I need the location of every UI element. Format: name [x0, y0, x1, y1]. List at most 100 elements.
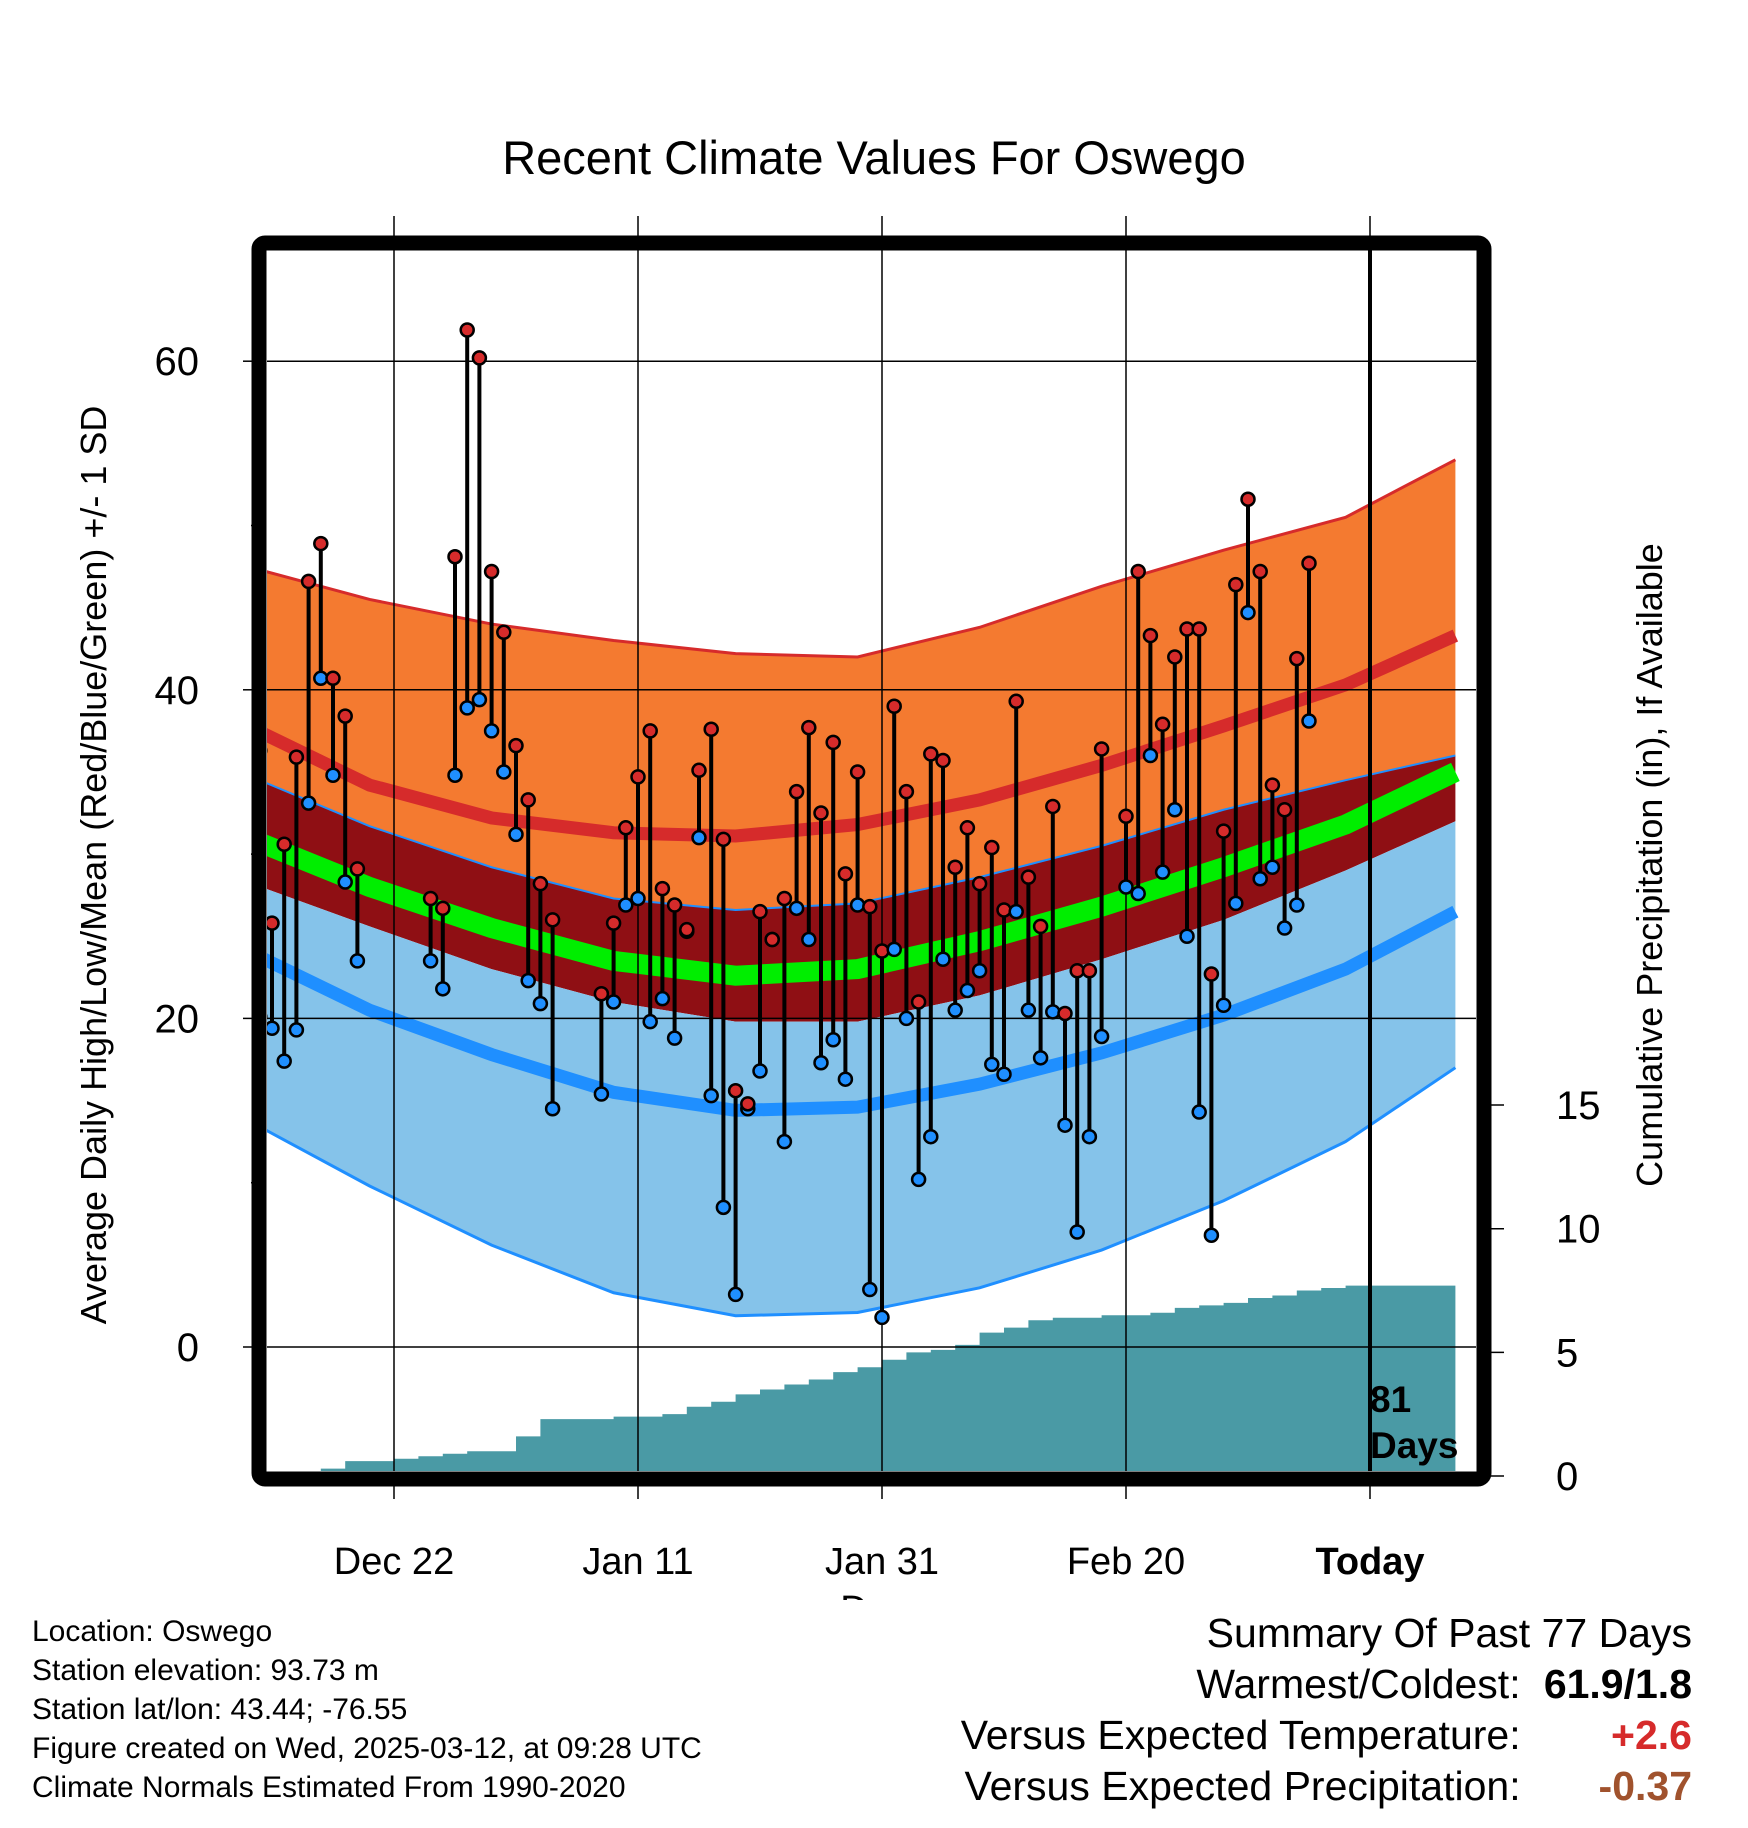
daily-high-point [923, 746, 939, 762]
daily-high-point [313, 535, 329, 552]
daily-low-point [422, 953, 439, 969]
daily-low-point [1339, 0, 1352, 7]
daily-high-point [740, 1096, 756, 1112]
daily-high-point [691, 762, 707, 779]
daily-high-point [300, 573, 317, 590]
y2-tick-label: 15 [1556, 1084, 1601, 1128]
daily-low-point [923, 1128, 939, 1145]
y-tick-label: 40 [155, 669, 200, 713]
high-sd-upper-line [267, 458, 1457, 659]
daily-low-point [508, 826, 524, 843]
daily-high-point [910, 994, 927, 1010]
daily-high-point [435, 900, 451, 917]
daily-high-point [703, 721, 719, 737]
daily-low-point [1276, 920, 1293, 936]
daily-high-point [422, 890, 439, 907]
daily-low-point [1228, 895, 1244, 912]
climate-chart: Recent Climate Values For Oswego 0 20 40 60… [73, 0, 1670, 1600]
daily-high-point [1240, 491, 1256, 507]
daily-low-point [935, 951, 951, 968]
y-tick-label: 0 [177, 1326, 199, 1370]
y-tick-label: 60 [155, 340, 200, 384]
daily-low-point [1057, 1117, 1073, 1133]
daily-low-point [654, 990, 671, 1007]
daily-high-point [532, 875, 549, 892]
daily-high-point [1315, 0, 1328, 7]
daily-high-point [471, 350, 488, 366]
daily-low-point [1315, 0, 1328, 7]
daily-low-point [801, 931, 817, 948]
daily-high-point [1289, 650, 1305, 667]
daily-low-point [1081, 1128, 1098, 1145]
station-info: Location: Oswego Station elevation: 93.7… [32, 1612, 702, 1807]
daily-high-point [935, 752, 951, 769]
daily-low-point [886, 941, 902, 958]
daily-high-point [1130, 563, 1146, 580]
daily-high-point [727, 1082, 744, 1099]
daily-low-point [776, 1133, 793, 1150]
daily-high-point [325, 670, 341, 687]
daily-high-point [267, 915, 280, 931]
daily-high-point [666, 897, 683, 913]
daily-low-point [849, 897, 866, 913]
daily-high-point [679, 921, 695, 938]
daily-high-point [849, 764, 866, 780]
x-tick-label: Feb 20 [1067, 1541, 1185, 1583]
mean-normal-line [267, 762, 1460, 986]
low-normal-line [267, 905, 1459, 1117]
daily-low-point [959, 982, 976, 999]
temp-vs-expected-value: +2.6 [1611, 1712, 1692, 1758]
daily-high-point [1032, 918, 1049, 935]
daily-low-point [727, 1286, 744, 1303]
precipitation-area [320, 1285, 1456, 1471]
daily-low-point [1008, 903, 1024, 920]
x-axis-title: Day [840, 1589, 908, 1600]
location-text: Location: Oswego [32, 1615, 273, 1648]
daily-high-point [886, 698, 902, 714]
daily-high-point [1264, 777, 1281, 793]
daily-high-point [715, 831, 732, 848]
high-sd-band [267, 459, 1456, 910]
daily-high-point [337, 708, 353, 724]
daily-low-point [1179, 928, 1195, 944]
axes: 0 20 40 60 Dec 22 Jan 11 Jan 31 Feb 20 Today 0 5 10… [155, 216, 1601, 1583]
daily-low-point [325, 767, 341, 783]
today-days-label: 81 [1370, 1379, 1411, 1420]
normals-text: Climate Normals Estimated From 1990-2020 [32, 1771, 626, 1804]
daily-low-point [471, 691, 488, 708]
today-days-label-2: Days [1370, 1425, 1458, 1466]
daily-low-point [715, 1199, 732, 1216]
daily-low-point [1142, 747, 1159, 764]
daily-low-point [1264, 859, 1281, 875]
daily-low-point [496, 764, 512, 780]
daily-high-point [1020, 869, 1037, 885]
daily-high-point [801, 719, 817, 736]
daily-low-point [349, 953, 366, 969]
daily-high-point [837, 866, 854, 882]
daily-low-point [267, 1020, 280, 1037]
daily-high-point [605, 915, 622, 931]
daily-high-point [520, 792, 536, 808]
daily-high-point [1081, 963, 1098, 979]
x-tick-label: Jan 31 [825, 1541, 939, 1583]
daily-low-point [752, 1063, 768, 1079]
daily-high-point [898, 783, 915, 800]
daily-low-point [532, 995, 549, 1012]
plot-area [267, 458, 1460, 1471]
daily-low-point [1240, 604, 1256, 621]
daily-low-point [1045, 1004, 1061, 1020]
daily-low-point [618, 897, 634, 913]
low-sd-band [267, 821, 1456, 1316]
daily-low-point [813, 1055, 829, 1071]
daily-high-point [544, 912, 561, 928]
warmest-coldest-row: Warmest/Coldest: 61.9/1.8 [961, 1659, 1692, 1710]
precip-vs-expected-value: -0.37 [1598, 1763, 1692, 1809]
daily-low-point [874, 1309, 890, 1326]
observations [267, 0, 1352, 1326]
daily-high-point [1203, 966, 1220, 982]
daily-high-point [483, 563, 500, 580]
daily-low-point [862, 1281, 878, 1298]
daily-low-point [1252, 870, 1268, 887]
daily-high-point [1252, 563, 1268, 580]
warmest-coldest-label: Warmest/Coldest: [1196, 1661, 1521, 1707]
